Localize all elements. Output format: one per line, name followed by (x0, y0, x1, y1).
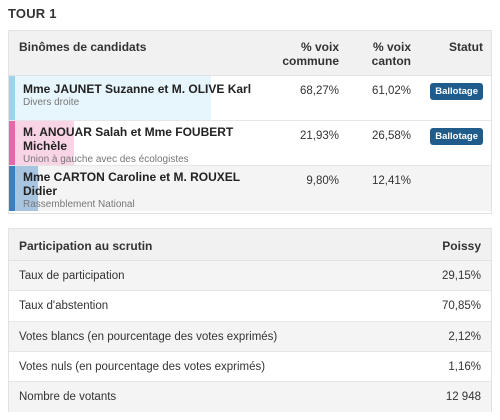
participation-value: 29,15% (441, 270, 481, 282)
pct-canton: 61,02% (371, 85, 411, 97)
vote-share-bar (9, 76, 211, 120)
participation-label: Votes blancs (en pourcentage des votes e… (19, 330, 278, 343)
participation-value: 70,85% (441, 300, 481, 313)
pct-canton: 26,58% (371, 130, 411, 142)
candidate-party: Union à gauche avec des écologistes (23, 154, 189, 165)
participation-label: Taux de participation (19, 270, 125, 282)
header-pct-commune: % voix commune (271, 40, 339, 68)
header-pct-commune-line2: commune (282, 54, 339, 68)
status-badge: Ballotage (430, 83, 483, 100)
pct-commune: 68,27% (299, 85, 339, 97)
candidate-row: M. ANOUAR Salah et Mme FOUBERT Michèle U… (9, 121, 491, 166)
participation-header-label: Participation au scrutin (19, 239, 153, 253)
header-status: Statut (449, 40, 483, 54)
pct-canton: 12,41% (371, 175, 411, 187)
candidate-row: Mme JAUNET Suzanne et M. OLIVE Karl Dive… (9, 76, 491, 121)
candidate-party: Divers droite (23, 97, 80, 108)
participation-row: Taux de participation 29,15% (9, 261, 491, 292)
participation-header-city: Poissy (442, 239, 481, 253)
party-color-stripe (9, 121, 15, 165)
header-pct-commune-line1: % voix (300, 40, 339, 54)
pct-commune: 21,93% (299, 130, 339, 142)
participation-label: Votes nuls (en pourcentage des votes exp… (19, 360, 266, 373)
candidate-name: M. ANOUAR Salah et Mme FOUBERT Michèle (23, 125, 234, 153)
results-table: Binômes de candidats % voix commune % vo… (8, 30, 492, 214)
tour-title: TOUR 1 (8, 6, 57, 21)
participation-header: Participation au scrutin Poissy (9, 229, 491, 261)
results-header: Binômes de candidats % voix commune % vo… (9, 31, 491, 76)
status-badge: Ballotage (430, 128, 483, 145)
candidate-row: Mme CARTON Caroline et M. ROUXEL Didier … (9, 166, 491, 211)
candidate-name: Mme JAUNET Suzanne et M. OLIVE Karl (23, 82, 252, 96)
header-pct-canton-line1: % voix (372, 40, 411, 54)
candidate-name: Mme CARTON Caroline et M. ROUXEL Didier (23, 170, 240, 198)
header-candidates: Binômes de candidats (19, 40, 147, 54)
pct-commune: 9,80% (306, 175, 339, 187)
party-color-stripe (9, 166, 15, 211)
party-color-stripe (9, 76, 15, 120)
header-pct-canton-line2: canton (371, 54, 411, 68)
participation-table: Participation au scrutin Poissy Taux de … (8, 228, 492, 413)
participation-value: 2,12% (448, 330, 481, 343)
participation-value: 12 948 (445, 391, 481, 404)
participation-row: Votes nuls (en pourcentage des votes exp… (9, 352, 491, 383)
candidate-party: Rassemblement National (23, 199, 135, 210)
vote-share-bar (9, 121, 74, 165)
header-pct-canton: % voix canton (349, 40, 411, 68)
participation-value: 1,16% (448, 360, 481, 373)
participation-row: Nombre de votants 12 948 (9, 382, 491, 413)
participation-label: Nombre de votants (19, 391, 117, 404)
participation-label: Taux d'abstention (19, 300, 109, 313)
participation-row: Taux d'abstention 70,85% (9, 291, 491, 322)
participation-row: Votes blancs (en pourcentage des votes e… (9, 321, 491, 352)
